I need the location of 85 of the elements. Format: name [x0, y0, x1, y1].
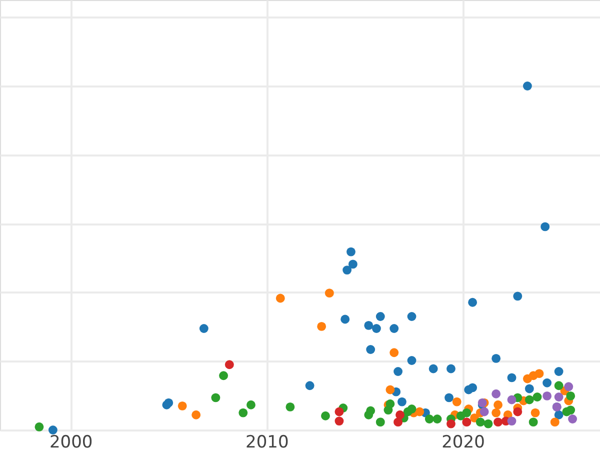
point	[224, 360, 234, 370]
point	[468, 298, 478, 307]
point	[564, 382, 574, 392]
point	[394, 418, 403, 427]
point	[192, 410, 201, 420]
point	[444, 393, 454, 402]
point	[364, 320, 374, 330]
point	[494, 418, 503, 427]
point	[334, 407, 344, 416]
point	[317, 322, 326, 331]
point	[415, 407, 424, 416]
point	[407, 356, 416, 365]
point	[211, 393, 220, 402]
point	[507, 373, 516, 382]
point	[324, 288, 334, 298]
point	[219, 371, 228, 380]
point	[507, 395, 516, 404]
point	[513, 407, 522, 416]
point	[492, 389, 501, 398]
point	[390, 324, 399, 333]
point	[568, 414, 578, 424]
point	[372, 324, 381, 333]
point	[238, 408, 248, 418]
point	[566, 391, 576, 400]
point	[513, 292, 522, 301]
point	[346, 247, 356, 256]
point	[524, 395, 534, 404]
point	[397, 397, 406, 406]
point	[178, 401, 187, 410]
point	[376, 418, 385, 427]
point	[334, 416, 344, 426]
point	[492, 354, 501, 363]
point	[550, 418, 560, 427]
point	[376, 312, 385, 321]
point	[286, 402, 295, 412]
point	[407, 404, 416, 414]
point	[446, 419, 456, 428]
point	[340, 314, 350, 324]
point	[390, 348, 399, 358]
point	[305, 381, 314, 390]
point	[476, 418, 485, 427]
point	[566, 406, 576, 415]
point	[366, 406, 376, 416]
point	[480, 407, 489, 416]
point	[199, 324, 208, 333]
point	[321, 411, 330, 420]
point	[542, 391, 552, 400]
point	[342, 266, 352, 275]
point	[524, 384, 534, 394]
point	[276, 294, 285, 303]
point	[432, 414, 442, 424]
point	[462, 418, 472, 427]
point	[366, 345, 376, 354]
point	[394, 367, 403, 376]
point	[452, 397, 462, 406]
point	[540, 222, 550, 232]
point	[396, 410, 404, 420]
x-tick-label: 2010	[246, 432, 289, 450]
point	[407, 312, 416, 321]
point	[424, 414, 434, 424]
point	[528, 418, 538, 427]
point	[494, 400, 503, 410]
point	[554, 367, 564, 376]
point	[554, 410, 564, 420]
point	[348, 260, 358, 269]
point	[386, 385, 395, 394]
point	[446, 364, 456, 374]
x-tick-label: 2000	[49, 432, 93, 450]
point	[462, 408, 472, 418]
point	[468, 383, 478, 392]
point	[34, 422, 44, 432]
point	[484, 419, 493, 428]
point	[507, 416, 516, 426]
point	[428, 364, 438, 374]
point	[532, 392, 542, 402]
point	[542, 378, 552, 388]
point	[492, 408, 501, 418]
point	[246, 400, 256, 410]
point	[522, 82, 532, 90]
point	[534, 369, 544, 378]
point	[554, 381, 564, 390]
point	[554, 392, 564, 402]
point	[48, 426, 58, 434]
x-tick-label: 2020	[442, 432, 485, 450]
point	[530, 408, 540, 418]
